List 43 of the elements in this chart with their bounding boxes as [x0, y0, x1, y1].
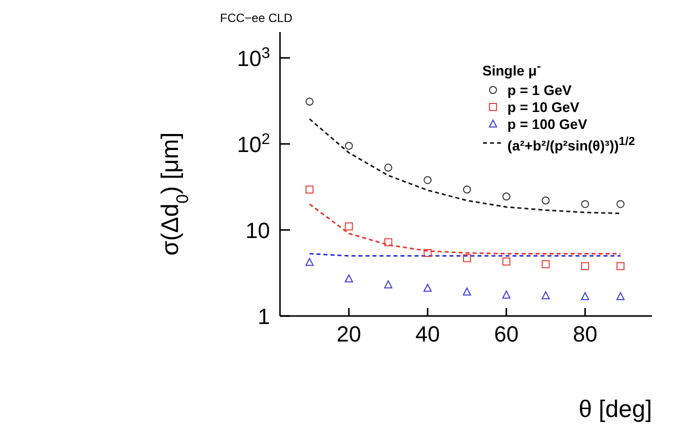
point	[344, 142, 353, 150]
point	[616, 292, 625, 300]
point	[306, 98, 314, 106]
point	[542, 260, 550, 268]
point	[462, 288, 472, 296]
x-axis-title: θ [deg]	[578, 396, 652, 423]
point	[462, 254, 471, 262]
point	[344, 222, 353, 230]
point	[542, 291, 550, 300]
point	[616, 200, 625, 208]
x-tick-label: 60	[494, 322, 519, 347]
point	[502, 258, 510, 266]
point	[616, 262, 625, 270]
y-tick-label: 10	[246, 218, 270, 243]
point	[462, 186, 471, 194]
point	[542, 196, 550, 205]
point	[424, 284, 432, 292]
point	[306, 186, 314, 194]
point	[384, 280, 392, 288]
point	[581, 200, 590, 208]
legend-label: p = 100 GeV	[507, 116, 588, 133]
point	[305, 258, 314, 266]
y-tick-label: 1	[258, 304, 270, 329]
point	[424, 248, 432, 257]
point	[502, 192, 510, 200]
x-tick-label: 20	[336, 322, 362, 347]
point	[580, 292, 590, 300]
line-series	[308, 118, 622, 214]
point	[581, 262, 590, 270]
point	[424, 176, 432, 184]
point	[502, 290, 510, 299]
x-tick-label: 40	[415, 322, 440, 347]
x-tick-label: 80	[572, 322, 598, 347]
point	[344, 274, 353, 282]
point	[384, 238, 392, 246]
y-tick-label: 10$^{2}$	[236, 130, 270, 157]
point	[384, 164, 392, 172]
legend-label: p = 1 GeV	[507, 82, 572, 99]
legend-label: p = 10 GeV	[507, 98, 580, 116]
chart-title: FCC−ee CLD	[220, 11, 293, 25]
legend-label: (a²+b²/(p²sin(θ)³))$^{1/2}$	[507, 134, 635, 154]
y-tick-label: 10$^{3}$	[236, 44, 270, 71]
legend-title: Single μ$^{-}$	[482, 59, 542, 80]
